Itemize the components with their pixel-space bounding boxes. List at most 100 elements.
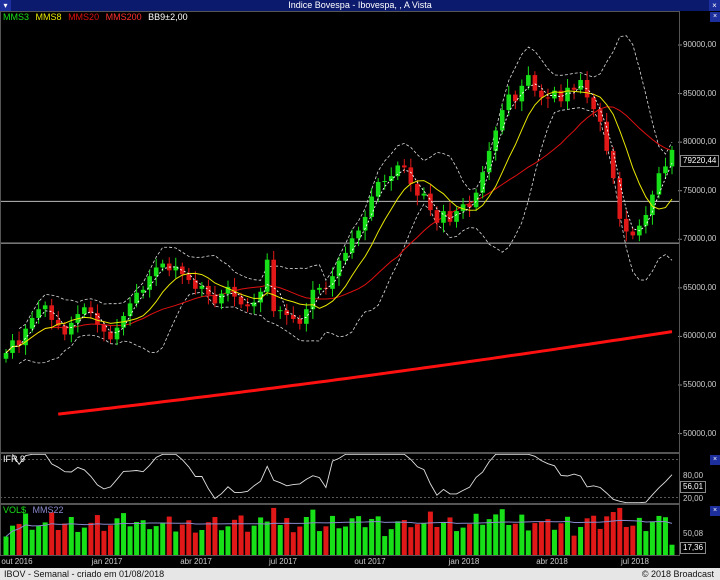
volume-bar — [16, 523, 22, 556]
bollinger-lower — [18, 107, 673, 364]
volume-bar — [277, 525, 283, 556]
volume-last-label: 17,36 — [680, 542, 707, 554]
candle-body — [114, 327, 120, 340]
candle-body — [153, 267, 159, 277]
candle-body — [663, 166, 668, 174]
candle-body — [532, 75, 538, 91]
panel-close-icon[interactable]: × — [710, 12, 720, 22]
menu-icon[interactable]: ▾ — [0, 0, 11, 11]
volume-bar — [369, 518, 375, 556]
candle-body — [519, 85, 525, 102]
volume-close-icon[interactable]: × — [710, 506, 720, 516]
volume-bar — [147, 529, 153, 556]
candle-body — [630, 231, 636, 236]
candle-body — [656, 173, 662, 195]
volume-bar — [212, 517, 218, 556]
ifr-tick-80: 80,00 — [683, 471, 704, 480]
footer-info: IBOV - Semanal - criado em 01/08/2018 — [4, 569, 165, 579]
volume-bar — [565, 516, 571, 556]
volume-bar — [519, 514, 525, 556]
price-tick-label: 55000,00 — [683, 380, 717, 389]
candle-body — [284, 310, 290, 316]
volume-bar — [29, 529, 35, 556]
candle-body — [55, 319, 61, 326]
candle-body — [369, 196, 374, 217]
candle-body — [160, 263, 166, 268]
bollinger-upper — [18, 35, 673, 330]
volume-bar — [362, 527, 368, 556]
candle-body — [16, 340, 22, 346]
candle-body — [212, 294, 218, 304]
close-icon[interactable]: × — [709, 0, 720, 11]
volume-bar — [186, 520, 192, 556]
volume-bar — [225, 526, 231, 556]
volume-bar — [271, 507, 277, 556]
volume-bar — [173, 531, 179, 556]
volume-bar — [356, 516, 362, 556]
candle-body — [101, 324, 107, 332]
volume-tick: 50,08 — [683, 529, 704, 538]
volume-bar — [310, 509, 316, 556]
candle-body — [238, 296, 244, 305]
candle-body — [617, 178, 623, 219]
volume-bar — [336, 528, 342, 556]
volume-bar — [258, 517, 264, 556]
candle-body — [486, 150, 492, 173]
volume-bar — [284, 518, 290, 556]
candle-body — [512, 94, 518, 102]
volume-bar — [506, 525, 512, 556]
legend-mms20: MMS20 — [68, 12, 100, 22]
candle-body — [362, 216, 368, 231]
volume-bar — [375, 516, 381, 556]
volume-bar — [68, 517, 74, 556]
footer-copyright: © 2018 Broadcast — [641, 569, 714, 579]
legend-mms8: MMS8 — [35, 12, 62, 22]
candle-body — [343, 252, 348, 261]
volume-bar — [388, 529, 394, 556]
volume-bar — [160, 523, 166, 556]
window-title-bar: Indice Bovespa - Ibovespa, , A Vista ▾ × — [0, 0, 720, 11]
candle-body — [591, 97, 596, 110]
volume-bar — [473, 513, 479, 556]
candle-body — [330, 276, 335, 289]
x-tick-label: jul 2017 — [268, 557, 298, 566]
volume-bar — [10, 525, 16, 556]
x-tick-label: abr 2017 — [180, 557, 212, 566]
volume-bar — [447, 517, 453, 556]
candle-body — [545, 97, 551, 99]
volume-bar — [427, 511, 433, 556]
candle-body — [245, 304, 250, 307]
ifr-close-icon[interactable]: × — [710, 455, 720, 465]
price-tick-label: 70000,00 — [683, 234, 717, 244]
volume-bar — [3, 536, 9, 556]
volume-bar — [558, 523, 564, 556]
candle-body — [219, 293, 224, 304]
candle-body — [147, 276, 152, 290]
volume-bar — [199, 530, 205, 556]
status-bar: IBOV - Semanal - criado em 01/08/2018 © … — [0, 568, 720, 580]
candle-body — [434, 210, 440, 223]
volume-bar — [88, 522, 94, 556]
candle-body — [604, 121, 610, 151]
volume-bar — [192, 532, 198, 556]
price-tick-label: 80000,00 — [683, 137, 717, 147]
volume-bar — [421, 523, 427, 556]
volume-bar — [218, 530, 224, 556]
candle-body — [297, 318, 303, 324]
legend-bb: BB9±2,00 — [148, 12, 188, 22]
candle-body — [460, 204, 466, 212]
legend-vol: VOL$ — [3, 505, 27, 515]
volume-bar — [662, 517, 668, 556]
volume-bar — [486, 519, 492, 556]
last-price-label: 79220,44 — [680, 155, 720, 167]
volume-bar — [101, 530, 107, 556]
candle-body — [88, 307, 94, 314]
volume-bar — [349, 518, 355, 556]
candle-body — [493, 130, 499, 151]
candle-body — [441, 211, 446, 223]
volume-bar — [401, 520, 407, 556]
volume-bar — [597, 528, 603, 556]
candle-body — [408, 167, 414, 184]
candle-body — [277, 310, 283, 312]
volume-bar — [134, 521, 140, 556]
